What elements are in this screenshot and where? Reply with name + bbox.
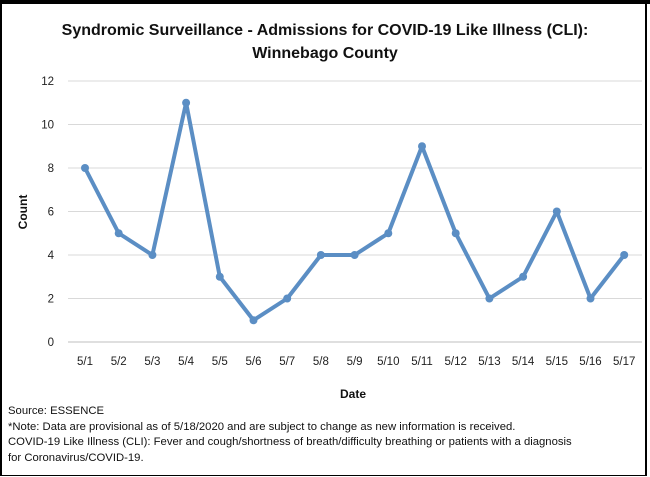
data-point (384, 229, 393, 238)
data-point (249, 316, 258, 325)
x-tick-label: 5/6 (246, 356, 262, 368)
y-tick-label: 2 (48, 294, 54, 306)
x-tick-label: 5/4 (178, 356, 195, 368)
y-axis-label: Count (16, 195, 30, 230)
data-point (485, 294, 494, 303)
definition-note-line-1: COVID-19 Like Illness (CLI): Fever and c… (8, 436, 572, 448)
data-point (350, 251, 359, 259)
x-tick-label: 5/3 (144, 356, 160, 368)
y-tick-label: 10 (41, 120, 54, 132)
x-tick-label: 5/5 (212, 356, 228, 368)
data-point (620, 251, 629, 259)
y-tick-label: 8 (48, 163, 54, 175)
x-tick-label: 5/8 (313, 356, 329, 368)
gridlines (68, 80, 642, 343)
x-tick-label: 5/13 (478, 356, 500, 368)
chart-title-line-1: Syndromic Surveillance - Admissions for … (61, 22, 589, 39)
data-point (586, 294, 595, 303)
x-tick-label: 5/16 (579, 356, 601, 368)
x-tick-label: 5/1 (77, 356, 93, 368)
x-tick-label: 5/7 (279, 356, 295, 368)
data-point (182, 98, 191, 107)
y-tick-label: 12 (41, 76, 54, 88)
footnotes: Source: ESSENCE *Note: Data are provisio… (8, 404, 638, 466)
y-tick-label: 0 (48, 337, 54, 349)
top-border (0, 0, 650, 4)
x-tick-label: 5/10 (377, 356, 399, 368)
y-tick-label: 4 (48, 250, 55, 262)
data-point (316, 251, 325, 259)
data-point (283, 294, 292, 303)
x-tick-label: 5/12 (445, 356, 467, 368)
chart-frame (0, 4, 647, 476)
y-tick-labels: 0 2 4 6 8 10 12 (41, 76, 54, 349)
x-tick-label: 5/2 (111, 356, 127, 368)
data-point (114, 229, 123, 238)
definition-note-line-2: for Coronavirus/COVID-19. (8, 451, 144, 464)
x-tick-label: 5/17 (613, 356, 635, 368)
data-point (519, 272, 528, 281)
data-point (81, 164, 89, 172)
data-point (418, 142, 426, 151)
x-tick-labels: 5/1 5/2 5/3 5/4 5/5 5/6 5/7 5/8 5/9 5/10 5/11 5/12 5… (77, 356, 635, 368)
series-cli (81, 98, 629, 325)
data-point (552, 207, 561, 216)
data-point (451, 229, 460, 238)
source-note: Source: ESSENCE (8, 405, 105, 417)
data-point (215, 272, 224, 281)
x-tick-label: 5/9 (347, 356, 363, 368)
y-tick-label: 6 (48, 207, 54, 219)
provisional-note: *Note: Data are provisional as of 5/18/2… (8, 420, 516, 433)
x-tick-label: 5/14 (512, 356, 535, 368)
x-tick-label: 5/15 (546, 356, 568, 368)
chart-title-line-2: Winnebago County (252, 45, 398, 62)
x-axis-label: Date (340, 387, 366, 400)
data-point (148, 251, 157, 259)
x-tick-label: 5/11 (411, 356, 433, 368)
